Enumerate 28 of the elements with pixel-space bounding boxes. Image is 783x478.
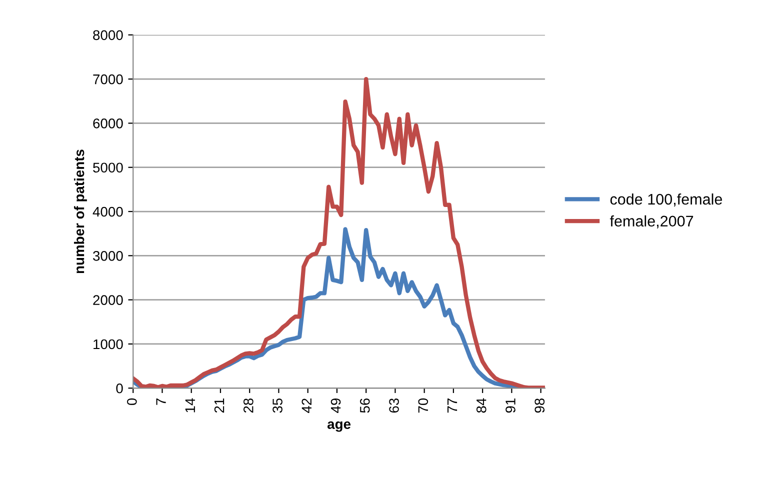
y-tick-label: 0 bbox=[116, 383, 123, 394]
x-tick-label: 56 bbox=[360, 398, 370, 413]
x-tick-label: 49 bbox=[330, 398, 341, 413]
x-tick-label: 35 bbox=[272, 398, 282, 413]
y-tick-label: 6000 bbox=[93, 118, 123, 128]
y-tick-label: 3000 bbox=[93, 251, 123, 261]
y-tick-label: 8000 bbox=[93, 30, 123, 40]
x-tick-label: 28 bbox=[243, 398, 254, 413]
x-tick-label: 14 bbox=[185, 398, 195, 412]
legend-label: code 100,female bbox=[610, 193, 722, 206]
y-tick-label: 2000 bbox=[93, 295, 123, 305]
y-tick-label: 5000 bbox=[93, 162, 123, 173]
y-tick-label: 1000 bbox=[94, 339, 123, 350]
x-tick-label: 42 bbox=[302, 398, 312, 413]
x-tick-label: 7 bbox=[156, 398, 166, 405]
x-tick-label: 21 bbox=[214, 398, 224, 413]
x-tick-label: 98 bbox=[534, 398, 545, 413]
x-tick-label: 84 bbox=[476, 398, 486, 413]
x-tick-label: 91 bbox=[506, 398, 516, 413]
x-tick-label: 77 bbox=[447, 398, 458, 413]
x-axis-title: age bbox=[327, 421, 351, 432]
x-tick-label: 0 bbox=[127, 398, 137, 406]
y-axis-title: number of patients bbox=[74, 150, 87, 274]
legend-label: female,2007 bbox=[610, 215, 694, 228]
y-tick-label: 4000 bbox=[92, 206, 123, 217]
y-tick-label: 7000 bbox=[93, 74, 123, 84]
x-tick-label: 70 bbox=[418, 398, 428, 413]
x-tick-label: 63 bbox=[389, 398, 399, 413]
